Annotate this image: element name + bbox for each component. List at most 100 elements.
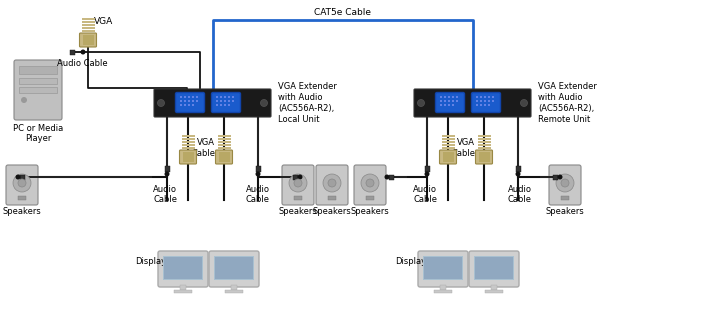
Circle shape	[192, 104, 194, 106]
Text: Audio
Cable: Audio Cable	[246, 185, 270, 204]
Bar	[182, 152, 194, 162]
Text: CAT5e Cable: CAT5e Cable	[314, 8, 371, 17]
Bar	[182, 144, 195, 146]
Text: VGA Extender
with Audio
(AC556A-R2),
Local Unit: VGA Extender with Audio (AC556A-R2), Loc…	[278, 82, 337, 124]
Bar	[217, 141, 231, 143]
Circle shape	[480, 100, 482, 102]
Text: Audio
Cable: Audio Cable	[508, 185, 532, 204]
Bar	[440, 285, 446, 290]
Circle shape	[220, 96, 222, 98]
Circle shape	[444, 100, 446, 102]
FancyBboxPatch shape	[80, 33, 97, 47]
FancyBboxPatch shape	[282, 165, 314, 205]
Bar	[82, 35, 94, 45]
Circle shape	[444, 104, 446, 106]
Circle shape	[180, 96, 182, 98]
Circle shape	[180, 104, 182, 106]
Bar	[442, 147, 454, 149]
Bar	[217, 135, 231, 137]
FancyBboxPatch shape	[180, 150, 197, 164]
Bar	[257, 116, 259, 172]
Bar	[294, 196, 302, 200]
Circle shape	[80, 49, 85, 54]
Circle shape	[294, 179, 302, 187]
Circle shape	[480, 96, 482, 98]
Bar	[231, 285, 237, 290]
Bar	[425, 166, 430, 172]
Text: VGA Extender
with Audio
(AC556A-R2),
Remote Unit: VGA Extender with Audio (AC556A-R2), Rem…	[538, 82, 597, 124]
Bar	[474, 256, 514, 280]
Bar	[70, 49, 75, 54]
Circle shape	[192, 100, 194, 102]
FancyBboxPatch shape	[158, 251, 208, 287]
Circle shape	[484, 100, 486, 102]
FancyBboxPatch shape	[212, 92, 241, 113]
Circle shape	[492, 96, 493, 98]
FancyBboxPatch shape	[6, 165, 38, 205]
Text: Audio
Cable: Audio Cable	[413, 185, 437, 204]
Bar	[366, 196, 374, 200]
Circle shape	[440, 104, 442, 106]
Bar	[553, 174, 558, 179]
Circle shape	[484, 104, 486, 106]
Circle shape	[385, 174, 390, 179]
Circle shape	[556, 174, 574, 192]
Circle shape	[158, 100, 165, 106]
Circle shape	[188, 100, 190, 102]
Circle shape	[480, 104, 482, 106]
Bar	[217, 147, 231, 149]
Text: VGA
Cables: VGA Cables	[452, 138, 480, 158]
Circle shape	[228, 96, 230, 98]
Circle shape	[232, 96, 234, 98]
Circle shape	[165, 171, 170, 177]
Circle shape	[323, 174, 341, 192]
Bar	[478, 141, 491, 143]
Bar	[174, 290, 192, 293]
Circle shape	[16, 174, 21, 179]
FancyBboxPatch shape	[154, 89, 271, 117]
Bar	[217, 144, 231, 146]
Bar	[389, 176, 407, 178]
Bar	[217, 138, 231, 140]
FancyBboxPatch shape	[316, 165, 348, 205]
Circle shape	[448, 104, 450, 106]
Bar	[442, 138, 454, 140]
Bar	[165, 166, 170, 172]
Bar	[18, 196, 26, 200]
Bar	[163, 256, 203, 280]
Bar	[19, 66, 57, 74]
Circle shape	[21, 97, 27, 103]
Circle shape	[361, 174, 379, 192]
Circle shape	[228, 100, 230, 102]
Circle shape	[561, 179, 569, 187]
Circle shape	[452, 100, 454, 102]
Text: Displays: Displays	[135, 257, 170, 266]
Bar	[479, 152, 489, 162]
Circle shape	[452, 104, 454, 106]
Bar	[424, 257, 462, 279]
Text: Displays: Displays	[395, 257, 431, 266]
FancyBboxPatch shape	[414, 89, 531, 117]
Circle shape	[515, 171, 520, 177]
Circle shape	[440, 100, 442, 102]
Text: Audio Cable: Audio Cable	[57, 59, 107, 68]
Bar	[517, 116, 519, 172]
Circle shape	[217, 100, 218, 102]
Circle shape	[520, 100, 528, 106]
Bar	[219, 152, 229, 162]
Bar	[256, 166, 261, 172]
Bar	[515, 166, 520, 172]
Circle shape	[13, 174, 31, 192]
Circle shape	[224, 96, 226, 98]
Text: Speakers: Speakers	[278, 207, 317, 216]
Text: Speakers: Speakers	[351, 207, 389, 216]
Bar	[182, 138, 195, 140]
Bar	[478, 144, 491, 146]
Bar	[82, 21, 94, 23]
FancyBboxPatch shape	[476, 150, 493, 164]
Text: Speakers: Speakers	[312, 207, 351, 216]
Circle shape	[488, 100, 490, 102]
Circle shape	[261, 100, 268, 106]
Circle shape	[440, 96, 442, 98]
Bar	[478, 135, 491, 137]
